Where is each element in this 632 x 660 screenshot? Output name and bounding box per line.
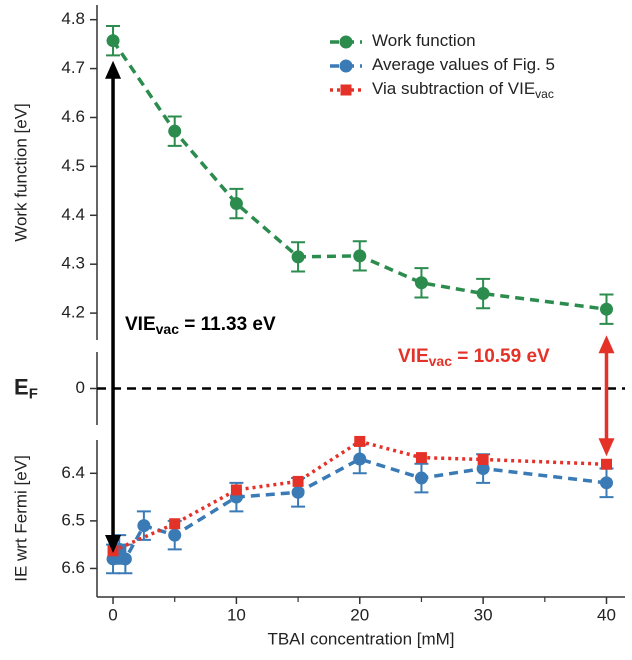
y-axis-label: IE wrt Fermi [eV] xyxy=(11,455,30,582)
legend-label-text: Average values of Fig. 5 xyxy=(372,55,555,74)
y-tick-label: 4.5 xyxy=(61,156,85,175)
legend-label: Via subtraction of VIEvac xyxy=(372,79,554,101)
y-tick-label: 6.6 xyxy=(61,558,85,577)
point xyxy=(118,552,132,566)
x-axis-label: TBAI concentration [mM] xyxy=(267,629,454,648)
y-tick-label: 4.3 xyxy=(61,254,85,273)
arrow-head xyxy=(105,534,122,553)
point xyxy=(169,518,181,530)
point xyxy=(106,34,120,48)
annotation-sub: vac xyxy=(156,321,180,337)
arrow-head xyxy=(105,60,122,79)
x-tick-label: 0 xyxy=(108,605,117,624)
legend-label: Work function xyxy=(372,31,476,50)
point xyxy=(476,462,490,476)
point xyxy=(415,452,427,464)
legend-marker xyxy=(339,35,353,49)
legend-marker xyxy=(340,84,352,96)
arrow-head xyxy=(598,438,615,457)
point xyxy=(414,471,428,485)
annotation: VIEvac = 11.33 eV xyxy=(125,314,276,337)
point xyxy=(291,485,305,499)
legend-label-sub: vac xyxy=(535,87,554,101)
legend-label-text: Work function xyxy=(372,31,476,50)
legend-label: Average values of Fig. 5 xyxy=(372,55,555,74)
point xyxy=(230,484,242,496)
y-axis-label: EF xyxy=(14,374,38,402)
series-line xyxy=(111,39,607,311)
y-axis-label: Work function [eV] xyxy=(11,103,30,242)
point xyxy=(477,454,489,466)
point xyxy=(353,452,367,466)
annotation-text: VIE xyxy=(125,314,156,335)
annotation: VIEvac = 10.59 eV xyxy=(398,346,550,369)
y-tick-label: 6.4 xyxy=(61,463,85,482)
series-line xyxy=(112,439,607,553)
annotation-text: VIE xyxy=(398,346,429,367)
legend-label-text: Via subtraction of VIE xyxy=(372,79,535,98)
point xyxy=(599,476,613,490)
point xyxy=(353,249,367,263)
point xyxy=(168,528,182,542)
point xyxy=(599,302,613,316)
point xyxy=(414,276,428,290)
y-tick-label: 4.7 xyxy=(61,58,85,77)
x-tick-label: 40 xyxy=(597,605,616,624)
annotation-rest: = 11.33 eV xyxy=(179,314,276,335)
point xyxy=(137,519,151,533)
y-tick-label: 4.8 xyxy=(61,9,85,28)
x-tick-label: 30 xyxy=(474,605,493,624)
point xyxy=(168,124,182,138)
y-axis-label-sub: F xyxy=(29,385,38,402)
annotation-sub: vac xyxy=(429,353,453,369)
point xyxy=(476,287,490,301)
arrow-head xyxy=(598,335,615,354)
annotation-rest: = 10.59 eV xyxy=(452,346,550,367)
y-tick-label: 4.4 xyxy=(61,205,85,224)
y-axis-label-main: E xyxy=(14,374,29,399)
x-tick-label: 20 xyxy=(350,605,369,624)
point xyxy=(291,250,305,264)
y-tick-label: 6.5 xyxy=(61,510,85,529)
y-tick-label: 4.2 xyxy=(61,303,85,322)
legend-marker xyxy=(339,59,353,73)
point xyxy=(292,475,304,487)
x-tick-label: 10 xyxy=(227,605,246,624)
point xyxy=(354,435,366,447)
point xyxy=(229,197,243,211)
y-tick-label: 4.6 xyxy=(61,107,85,126)
point xyxy=(600,458,612,470)
y-tick-label: 0 xyxy=(76,378,85,397)
